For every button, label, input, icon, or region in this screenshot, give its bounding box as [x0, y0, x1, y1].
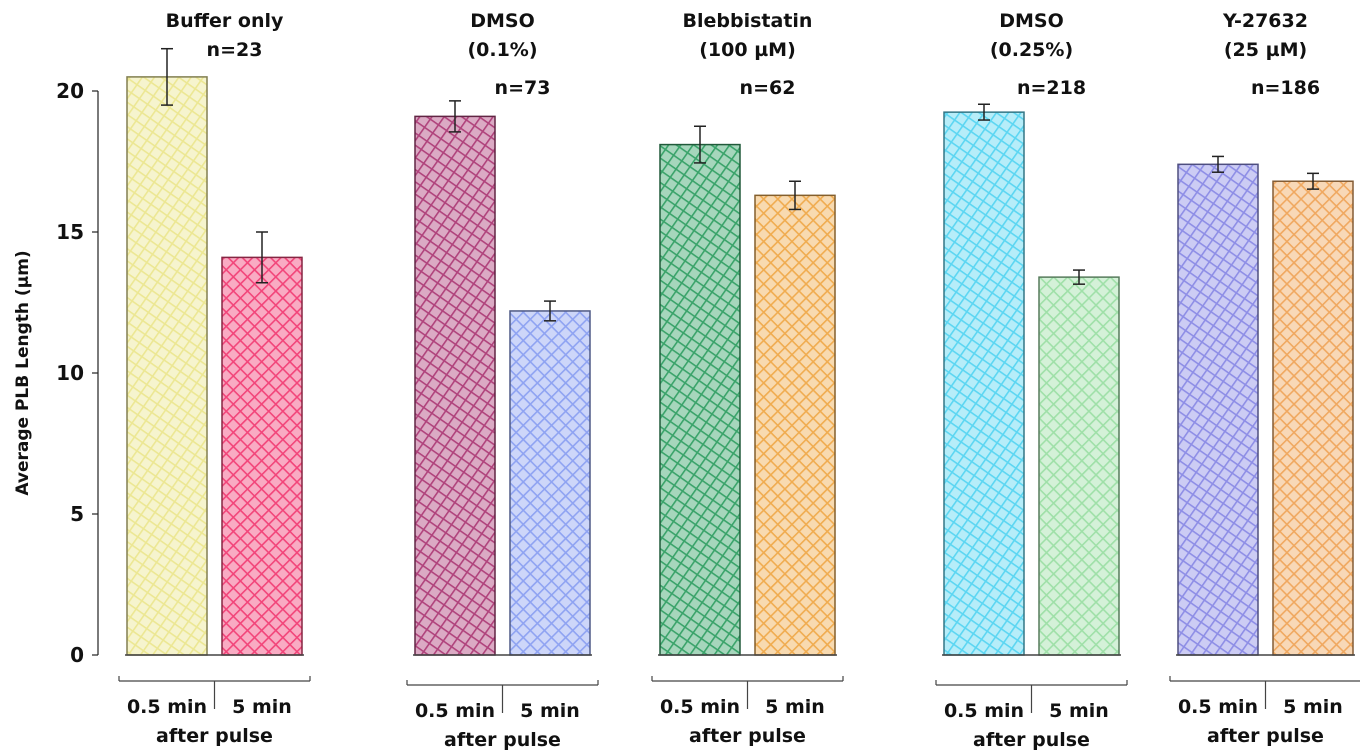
labels-layer: Buffer only n=23 0.5 min 5 min after pulse DM… [118, 10, 1360, 751]
error-bar [161, 47, 173, 106]
bar-group [658, 125, 837, 656]
group-label: Blebbistatin [683, 10, 813, 32]
bar [414, 115, 496, 656]
group-label: (25 µM) [1224, 39, 1307, 61]
x-tick-label: 0.5 min [415, 700, 495, 722]
x-tick-label: 5 min [520, 700, 580, 722]
y-tick-label: 10 [56, 361, 84, 385]
x-tick-label: 5 min [1049, 700, 1109, 722]
bar [1177, 163, 1259, 656]
n-label: n=186 [1251, 77, 1320, 99]
n-label: n=23 [207, 39, 263, 61]
error-bar [1073, 269, 1085, 285]
x-tick-label: 5 min [1283, 696, 1343, 718]
bar [943, 111, 1025, 656]
x-tick-label: 0.5 min [1178, 696, 1258, 718]
x-bracket [651, 676, 844, 709]
x-sublabel: after pulse [973, 729, 1090, 751]
x-bracket [406, 680, 599, 713]
x-tick-label: 0.5 min [127, 696, 207, 718]
bar [509, 310, 591, 656]
bar [659, 143, 741, 656]
group-label: (0.1%) [467, 39, 537, 61]
error-bar [1212, 155, 1224, 173]
x-sublabel: after pulse [689, 725, 806, 747]
x-tick-label: 5 min [765, 696, 825, 718]
x-bracket [935, 680, 1128, 713]
y-axis-title: Average PLB Length (µm) [13, 250, 33, 495]
bar [1038, 276, 1120, 656]
n-label: n=62 [740, 77, 796, 99]
error-bar [789, 180, 801, 211]
x-sublabel: after pulse [156, 725, 273, 747]
x-bracket [1169, 676, 1360, 709]
bar-group [413, 100, 592, 656]
group-label: (100 µM) [699, 39, 796, 61]
bar [1272, 180, 1354, 656]
n-label: n=218 [1017, 77, 1086, 99]
error-bar [544, 300, 556, 322]
error-bar [694, 125, 706, 164]
error-bar [449, 100, 461, 133]
bar [221, 256, 303, 656]
y-tick-label: 0 [70, 643, 84, 667]
group-label: Y-27632 [1222, 10, 1308, 32]
group-label: DMSO [999, 10, 1064, 32]
y-tick-label: 15 [56, 220, 84, 244]
x-bracket [118, 676, 311, 709]
bar [754, 194, 836, 656]
n-label: n=73 [495, 77, 551, 99]
group-label: Buffer only [166, 10, 284, 32]
x-tick-label: 0.5 min [660, 696, 740, 718]
group-label: (0.25%) [990, 39, 1073, 61]
y-axis: 0 5 10 15 20 [56, 79, 99, 667]
bar-group [125, 47, 304, 656]
bar-group [1176, 155, 1355, 656]
error-bar [1307, 172, 1319, 190]
x-tick-label: 0.5 min [944, 700, 1024, 722]
error-bar [256, 231, 268, 284]
bar-group [942, 103, 1121, 656]
group-label: DMSO [470, 10, 535, 32]
y-tick-label: 20 [56, 79, 84, 103]
x-sublabel: after pulse [1207, 725, 1324, 747]
x-tick-label: 5 min [232, 696, 292, 718]
x-sublabel: after pulse [444, 729, 561, 751]
error-bar [978, 103, 990, 121]
y-tick-label: 5 [70, 502, 84, 526]
bar [126, 76, 208, 656]
bars-layer [125, 47, 1355, 656]
